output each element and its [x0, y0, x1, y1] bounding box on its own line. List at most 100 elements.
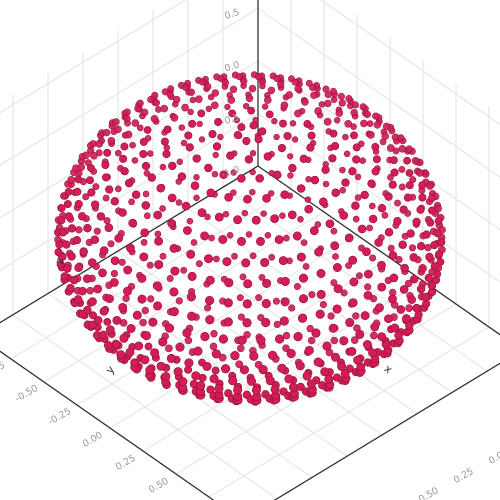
data-point	[210, 101, 219, 110]
data-point	[422, 230, 431, 239]
data-point	[394, 331, 403, 340]
data-point	[78, 286, 87, 296]
data-point	[323, 117, 332, 126]
data-point	[371, 167, 380, 176]
data-point	[434, 216, 443, 225]
data-point	[99, 306, 109, 316]
data-point	[128, 198, 135, 206]
data-point	[163, 125, 172, 134]
data-point	[272, 297, 280, 305]
data-point	[131, 190, 141, 199]
data-point	[303, 119, 312, 128]
data-point	[391, 133, 400, 141]
data-point	[396, 305, 406, 314]
data-point	[204, 304, 212, 312]
data-point	[242, 102, 250, 110]
data-point	[206, 188, 216, 198]
data-point	[332, 304, 342, 314]
data-point	[123, 108, 131, 116]
data-point	[147, 150, 154, 157]
data-point	[433, 270, 442, 279]
data-point	[57, 216, 66, 225]
data-point	[363, 110, 371, 119]
data-point	[339, 211, 349, 220]
data-point	[58, 252, 67, 261]
data-point	[285, 91, 293, 99]
data-point	[345, 94, 353, 103]
data-point	[200, 231, 210, 241]
data-point	[280, 276, 290, 287]
data-point	[233, 385, 243, 395]
data-point	[279, 212, 286, 219]
data-point	[302, 263, 310, 270]
data-point	[147, 173, 156, 182]
data-point	[428, 194, 436, 203]
data-point	[330, 352, 341, 362]
data-point	[75, 226, 83, 234]
data-point	[300, 239, 308, 246]
data-point	[187, 271, 197, 281]
data-point	[298, 294, 309, 304]
data-point	[398, 145, 407, 153]
data-point	[330, 227, 338, 235]
data-point	[184, 131, 193, 140]
data-point	[166, 274, 174, 283]
data-point	[166, 353, 176, 363]
grid-line	[12, 314, 278, 500]
data-point	[77, 163, 86, 172]
data-point	[218, 334, 229, 344]
data-point	[368, 348, 377, 358]
data-point	[310, 91, 318, 100]
data-point	[296, 252, 306, 262]
data-point	[55, 240, 64, 249]
data-point	[139, 137, 148, 146]
data-point	[339, 187, 346, 194]
data-point	[197, 208, 207, 217]
data-point	[140, 355, 150, 365]
data-point	[226, 231, 234, 239]
z-tick-label: 0.0	[223, 59, 241, 74]
data-point	[296, 184, 306, 193]
data-point	[212, 151, 219, 159]
data-point	[249, 252, 257, 260]
data-point	[110, 197, 120, 206]
data-point	[373, 121, 382, 129]
data-point	[221, 79, 230, 87]
data-point	[231, 252, 238, 260]
data-point	[313, 357, 323, 367]
data-point	[255, 294, 263, 302]
data-point	[337, 92, 345, 100]
data-point	[126, 243, 135, 253]
data-point	[274, 334, 285, 344]
data-point	[87, 188, 96, 197]
data-point	[306, 379, 316, 389]
data-point	[291, 136, 299, 143]
data-point	[131, 157, 139, 164]
data-point	[110, 256, 120, 266]
data-point	[372, 155, 381, 164]
data-point	[128, 218, 138, 228]
data-point	[280, 190, 290, 200]
data-point	[267, 86, 276, 95]
data-point	[287, 210, 297, 220]
data-point	[364, 283, 372, 291]
data-point	[198, 136, 206, 143]
data-point	[173, 367, 183, 377]
data-point	[98, 268, 107, 278]
data-point	[218, 353, 227, 362]
data-point	[370, 331, 378, 340]
data-point	[239, 273, 247, 281]
data-point	[278, 256, 288, 266]
data-point	[237, 313, 246, 321]
data-point	[214, 383, 224, 393]
data-point	[324, 99, 332, 108]
data-point	[243, 194, 252, 204]
data-point	[140, 238, 148, 246]
data-point	[372, 112, 380, 120]
data-point	[418, 181, 427, 190]
data-point	[412, 303, 421, 313]
data-point	[307, 336, 316, 345]
data-point	[264, 231, 272, 239]
